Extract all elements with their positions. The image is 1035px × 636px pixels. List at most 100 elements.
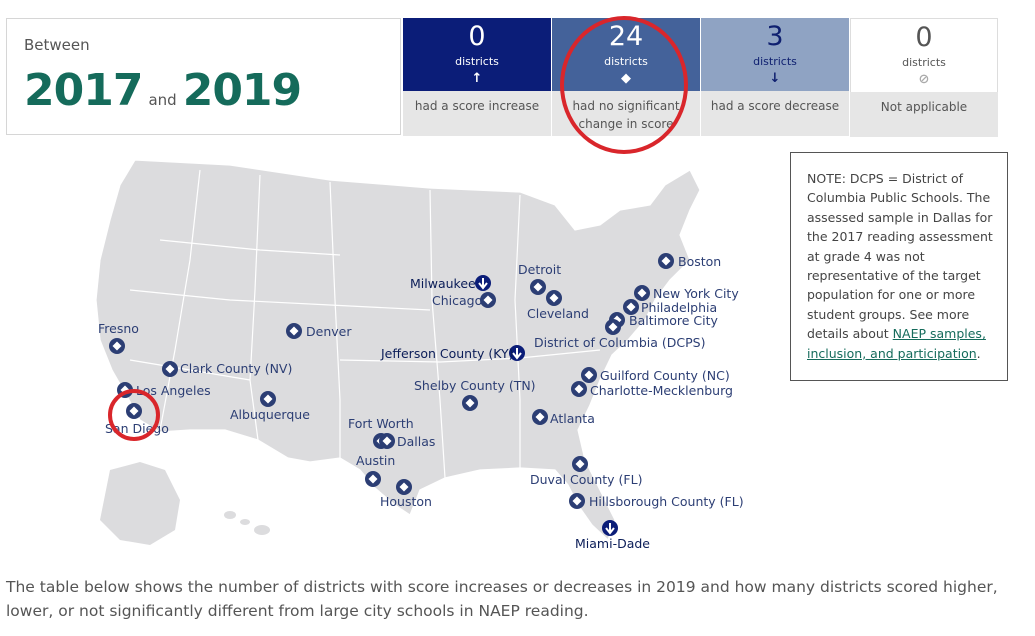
stat-caption: had a score decrease: [701, 91, 849, 136]
diamond-icon: [399, 482, 409, 492]
note-text: NOTE: DCPS = District of Columbia Public…: [807, 171, 993, 342]
diamond-icon: [584, 370, 594, 380]
stat-decrease[interactable]: 3 districts ↓ had a score decrease: [701, 18, 849, 136]
city-label-fort-worth: Fort Worth: [348, 416, 414, 431]
diamond-icon: [129, 406, 139, 416]
city-marker-charlotte-mecklenburg[interactable]: [571, 381, 587, 397]
city-marker-fresno[interactable]: [109, 338, 125, 354]
footer-paragraph: The table below shows the number of dist…: [6, 578, 998, 620]
diamond-icon: [574, 384, 584, 394]
year-range-panel: Between 2017 and 2019: [6, 18, 401, 135]
diamond-icon: [382, 436, 392, 446]
city-marker-detroit[interactable]: [530, 279, 546, 295]
city-label-jefferson-county: Jefferson County (KY): [380, 346, 514, 361]
city-label-austin: Austin: [356, 453, 395, 468]
arrow-down-icon: [605, 523, 615, 535]
city-label-milwaukee: Milwaukee: [410, 276, 476, 291]
city-marker-denver[interactable]: [286, 323, 302, 339]
highlight-ring: [560, 16, 688, 154]
diamond-icon: [572, 496, 582, 506]
city-marker-guilford-county-nc[interactable]: [581, 367, 597, 383]
diamond-icon: [483, 295, 493, 305]
city-label-miami-dade: Miami-Dade: [575, 536, 650, 551]
city-marker-houston[interactable]: [396, 479, 412, 495]
city-label-dallas: Dallas: [397, 434, 435, 449]
diamond-icon: [575, 459, 585, 469]
stat-increase[interactable]: 0 districts ↑ had a score increase: [403, 18, 551, 136]
city-label-fresno: Fresno: [98, 321, 139, 336]
city-label-baltimore-city: Baltimore City: [629, 313, 719, 328]
city-marker-dallas[interactable]: [379, 433, 395, 449]
city-label-chicago: Chicago: [432, 293, 482, 308]
city-label-houston: Houston: [380, 494, 432, 509]
arrow-down-icon: [512, 348, 522, 360]
city-marker-jefferson-county-ky[interactable]: [509, 345, 525, 361]
not-applicable-icon: ⊘: [918, 72, 930, 87]
city-label-boston: Boston: [678, 254, 721, 269]
stat-unit: districts: [455, 55, 499, 68]
city-marker-district-of-columbia-dcps[interactable]: [605, 319, 621, 335]
arrow-up-icon: ↑: [471, 71, 483, 86]
stat-count: 0: [468, 21, 486, 52]
city-marker-shelby-county-tn[interactable]: [462, 395, 478, 411]
city-marker-miami-dade[interactable]: [602, 520, 618, 536]
diamond-icon: [533, 282, 543, 292]
diamond-icon: [368, 474, 378, 484]
city-label-clark-county: Clark County (NV): [180, 361, 292, 376]
arrow-down-icon: ↓: [769, 71, 781, 86]
san-diego-highlight-ring: [108, 389, 160, 441]
city-marker-new-york-city[interactable]: [634, 285, 650, 301]
city-marker-milwaukee[interactable]: [475, 275, 491, 291]
year-range: 2017 and 2019: [24, 65, 302, 116]
diamond-icon: [263, 394, 273, 404]
city-marker-chicago[interactable]: [480, 292, 496, 308]
note-box: NOTE: DCPS = District of Columbia Public…: [790, 152, 1008, 381]
us-mainland-shape: [95, 159, 701, 542]
city-label-shelby-county: Shelby County (TN): [414, 378, 536, 393]
city-label-dcps: District of Columbia (DCPS): [534, 335, 705, 350]
city-marker-san-diego[interactable]: [126, 403, 142, 419]
diamond-icon: [549, 293, 559, 303]
stat-caption: Not applicable: [850, 92, 998, 137]
diamond-icon: [535, 412, 545, 422]
city-label-duval-county: Duval County (FL): [530, 472, 642, 487]
city-label-hillsborough-county: Hillsborough County (FL): [589, 494, 744, 509]
arrow-down-icon: [478, 278, 488, 290]
between-label: Between: [24, 36, 90, 54]
naep-samples-link[interactable]: NAEP samples, inclusion, and participati…: [807, 326, 986, 361]
diamond-icon: [661, 256, 671, 266]
city-label-charlotte-mecklenburg: Charlotte-Mecklenburg: [590, 383, 733, 398]
city-marker-albuquerque[interactable]: [260, 391, 276, 407]
note-end: .: [976, 345, 981, 361]
stat-count: 3: [766, 21, 784, 52]
city-label-cleveland: Cleveland: [527, 306, 589, 321]
diamond-icon: [289, 326, 299, 336]
city-label-los-angeles: Los Angeles: [136, 383, 211, 398]
city-marker-philadelphia[interactable]: [623, 299, 639, 315]
city-marker-boston[interactable]: [658, 253, 674, 269]
city-marker-atlanta[interactable]: [532, 409, 548, 425]
alaska-shape: [100, 462, 180, 545]
city-marker-cleveland[interactable]: [546, 290, 562, 306]
city-markers: [109, 253, 674, 536]
city-marker-austin[interactable]: [365, 471, 381, 487]
city-label-philadelphia: Philadelphia: [641, 300, 717, 315]
diamond-icon: [637, 288, 647, 298]
city-label-denver: Denver: [306, 324, 352, 339]
stat-unit: districts: [902, 56, 946, 69]
city-marker-clark-county-nv[interactable]: [162, 361, 178, 377]
stat-unit: districts: [753, 55, 797, 68]
city-label-detroit: Detroit: [518, 262, 561, 277]
city-marker-hillsborough-county-fl[interactable]: [569, 493, 585, 509]
and-label: and: [148, 91, 177, 109]
city-marker-duval-county-fl[interactable]: [572, 456, 588, 472]
stat-count: 0: [915, 22, 933, 53]
stat-caption: had a score increase: [403, 91, 551, 136]
diamond-icon: [608, 322, 618, 332]
city-label-albuquerque: Albuquerque: [230, 407, 310, 422]
city-labels: Boston New York City Philadelphia Baltim…: [98, 254, 744, 551]
city-label-new-york-city: New York City: [653, 286, 739, 301]
city-label-atlanta: Atlanta: [550, 411, 595, 426]
stat-not-applicable[interactable]: 0 districts ⊘ Not applicable: [850, 18, 998, 137]
